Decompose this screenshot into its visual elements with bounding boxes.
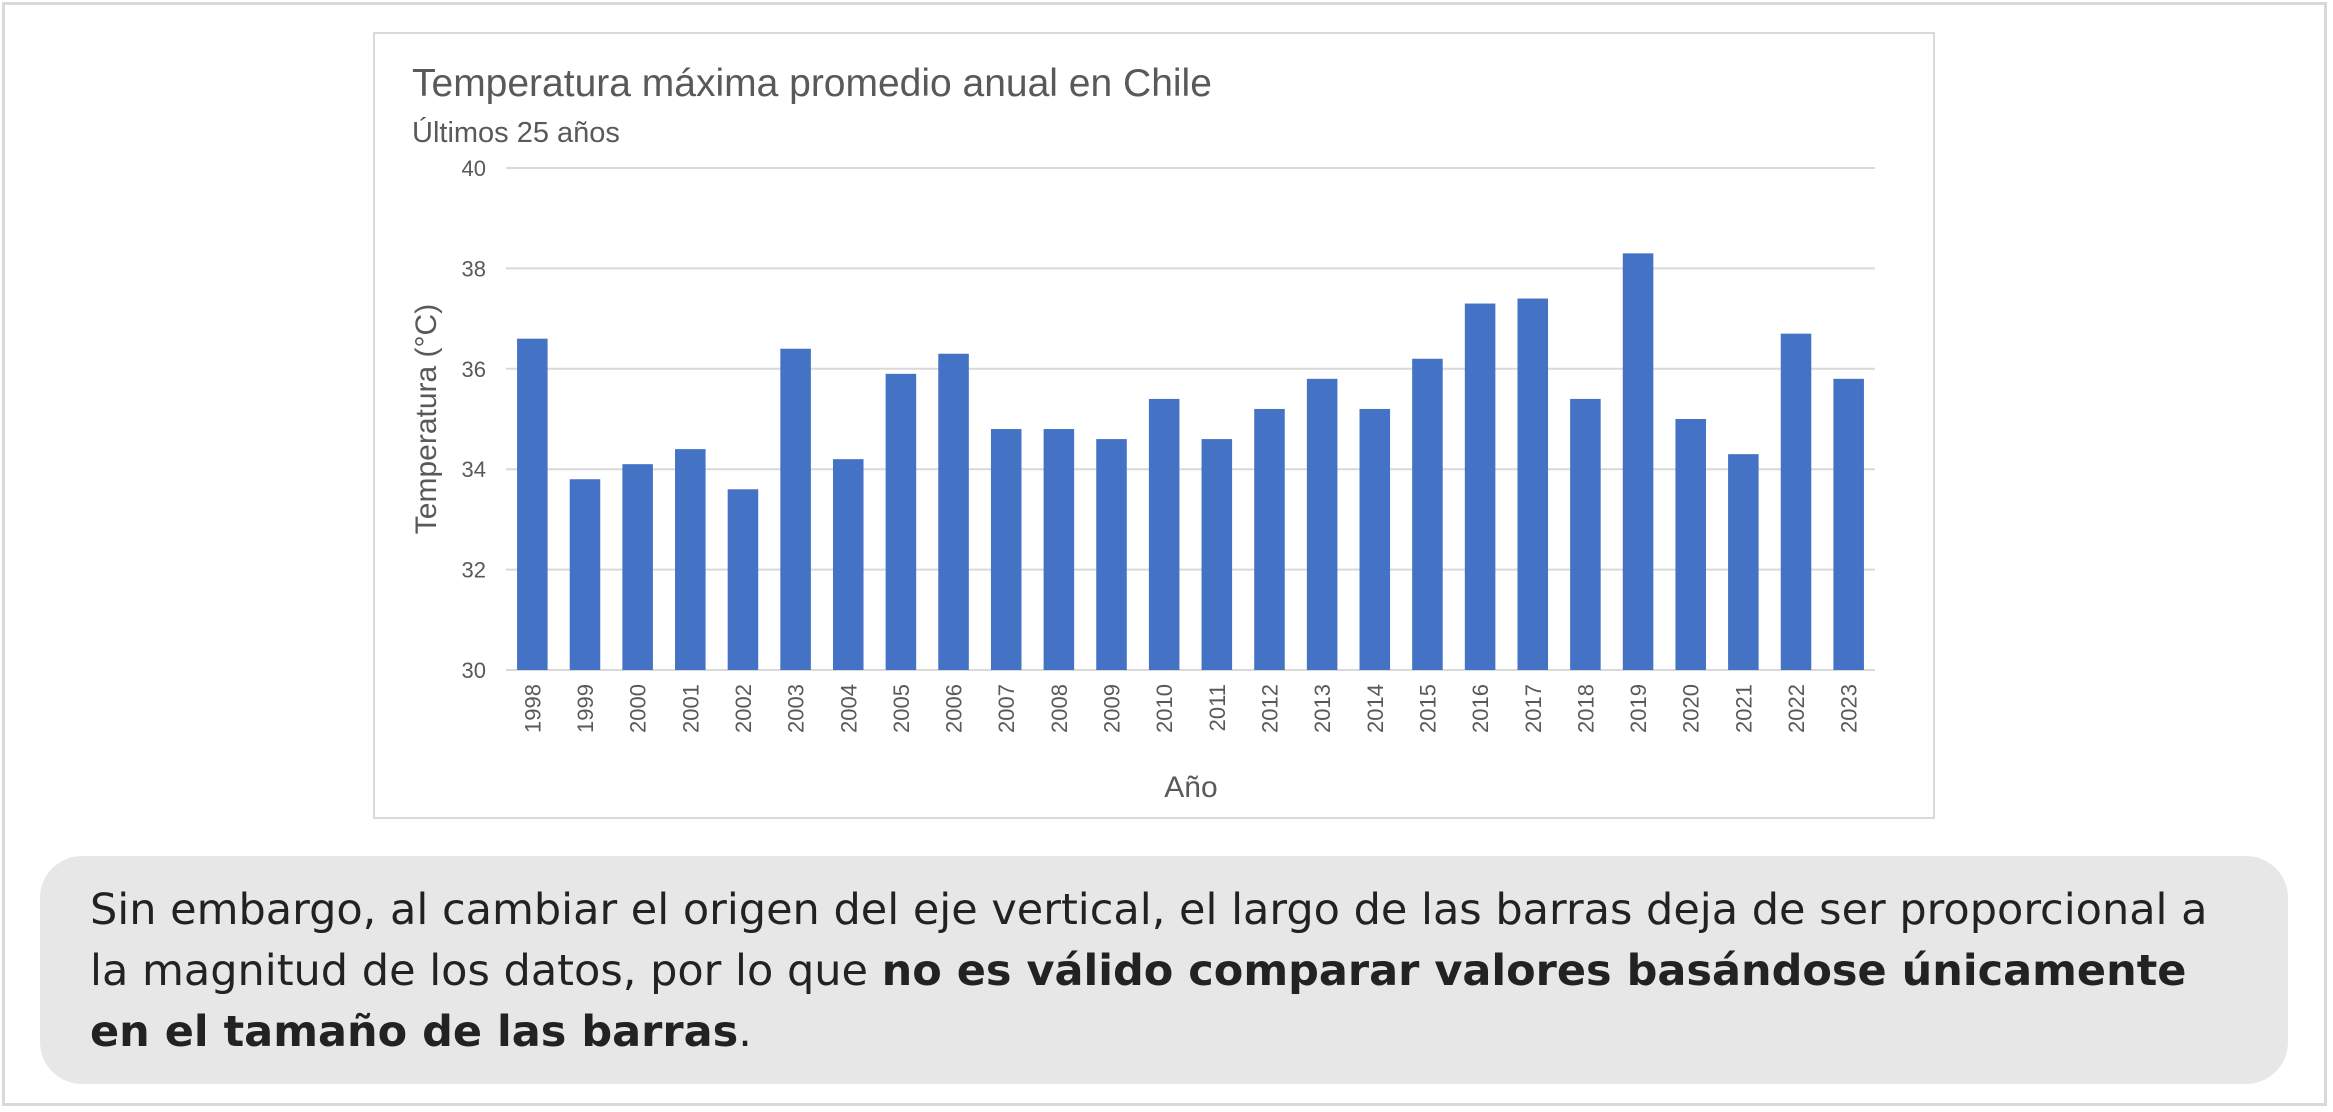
y-tick-label: 30 (462, 658, 486, 683)
x-tick-label: 2002 (731, 684, 756, 733)
x-axis-label: Año (1164, 771, 1217, 804)
x-tick-label: 1999 (573, 684, 598, 733)
x-tick-label: 2010 (1152, 684, 1177, 733)
x-tick-label: 2009 (1100, 684, 1125, 733)
x-tick-label: 2006 (942, 684, 967, 733)
bar-2016 (1464, 303, 1496, 670)
bar-2012 (1254, 408, 1285, 670)
chart-subtitle: Últimos 25 años (412, 116, 620, 149)
explanation-callout: Sin embargo, al cambiar el origen del ej… (40, 856, 2288, 1084)
bar-2015 (1412, 358, 1443, 670)
x-tick-label: 2005 (889, 684, 914, 733)
bar-2023 (1833, 378, 1864, 670)
bar-2000 (622, 464, 653, 670)
chart-title: Temperatura máxima promedio anual en Chi… (412, 62, 1212, 105)
y-axis-label: Temperatura (°C) (410, 304, 443, 534)
x-tick-label: 2013 (1310, 684, 1335, 733)
x-tick-label: 2003 (784, 684, 809, 733)
bar-2004 (832, 459, 864, 670)
y-tick-label: 34 (462, 457, 486, 482)
bar-2018 (1570, 398, 1601, 670)
bar-2020 (1675, 419, 1706, 670)
bar-2013 (1306, 378, 1338, 670)
x-tick-label: 2016 (1468, 684, 1493, 733)
bar-1999 (569, 479, 601, 670)
bar-2017 (1517, 298, 1549, 670)
callout-bold-text: no es válido comparar valores basándose … (90, 946, 2187, 1057)
bar-2022 (1780, 333, 1812, 670)
x-tick-label: 2023 (1837, 684, 1862, 733)
x-tick-label: 2020 (1679, 684, 1704, 733)
bar-2006 (938, 353, 969, 670)
bar-2011 (1201, 439, 1233, 670)
x-tick-label: 1998 (520, 684, 545, 733)
x-tick-label: 2012 (1257, 684, 1282, 733)
callout-text: Sin embargo, al cambiar el origen del ej… (90, 885, 2208, 996)
x-tick-label: 2015 (1415, 684, 1440, 733)
y-tick-label: 38 (462, 256, 486, 281)
x-tick-label: 2022 (1784, 684, 1809, 733)
x-tick-label: 2000 (626, 684, 651, 733)
bar-2002 (727, 489, 759, 670)
y-tick-label: 40 (462, 156, 486, 181)
y-tick-label: 36 (462, 357, 486, 382)
x-tick-label: 2011 (1205, 684, 1230, 731)
bar-1998 (517, 338, 548, 670)
x-tick-label: 2021 (1731, 684, 1756, 733)
x-tick-label: 2007 (994, 684, 1019, 733)
x-tick-label: 2008 (1047, 684, 1072, 733)
x-tick-label: 2014 (1363, 684, 1388, 733)
bar-2019 (1622, 253, 1654, 670)
bar-2007 (990, 429, 1022, 670)
bar-2010 (1148, 398, 1180, 670)
chart-container (373, 32, 1935, 819)
bar-2005 (885, 373, 917, 670)
x-tick-label: 2018 (1573, 684, 1598, 733)
bar-2021 (1728, 454, 1759, 670)
bar-2014 (1359, 408, 1391, 670)
y-tick-label: 32 (462, 558, 486, 583)
bar-2001 (675, 449, 706, 670)
x-tick-label: 2004 (836, 684, 861, 733)
bar-2003 (780, 348, 811, 670)
callout-end: . (738, 1007, 752, 1057)
x-tick-label: 2017 (1521, 684, 1546, 733)
bar-2009 (1096, 439, 1127, 670)
bar-2008 (1043, 429, 1075, 670)
x-tick-label: 2019 (1626, 684, 1651, 733)
x-tick-label: 2001 (678, 684, 703, 733)
